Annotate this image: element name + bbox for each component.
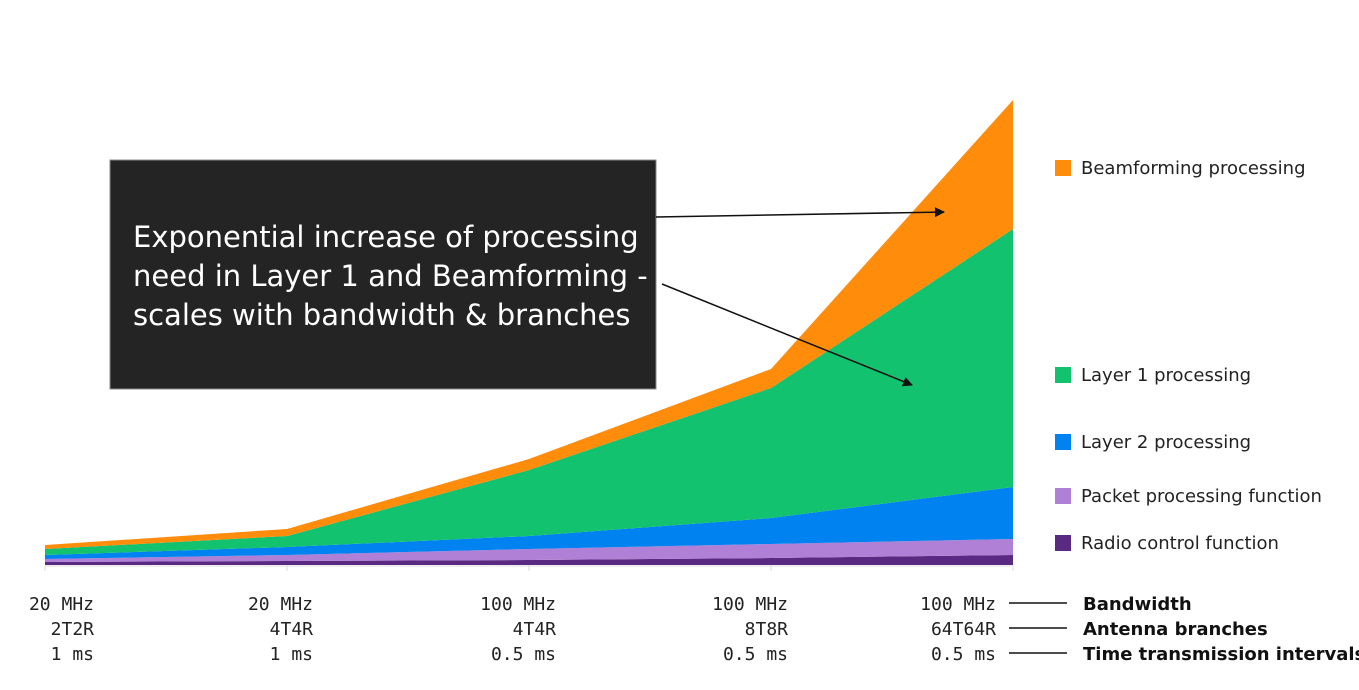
annotation-background [109,159,657,390]
category-label-antenna: 4T4R [513,619,557,640]
category-label-tti: 0.5 ms [723,644,788,665]
category-label-bandwidth: 100 MHz [480,594,556,615]
category-label-antenna: 8T8R [745,619,789,640]
x-ticks [44,565,1014,571]
category-label-bandwidth: 100 MHz [712,594,788,615]
annotation-line: scales with bandwidth & branches [133,298,631,332]
category-label-bandwidth: 20 MHz [248,594,313,615]
category-label-tti: 0.5 ms [931,644,996,665]
arrow-to-beamforming [655,207,945,218]
area-packet-processing-function [45,539,1013,562]
legend-swatch [1055,434,1071,450]
legend-swatch [1055,488,1071,504]
row-labels: Bandwidth Antenna branches Time transmissi… [1009,594,1359,665]
legend-label: Radio control function [1081,533,1279,554]
category-label-antenna: 64T64R [931,619,996,640]
legend: Radio control function Packet processing … [1055,158,1322,554]
area-layer-2-processing [45,487,1013,559]
row-label: Bandwidth [1083,594,1192,615]
annotation-line: need in Layer 1 and Beamforming - [133,259,648,293]
legend-swatch [1055,535,1071,551]
category-label-bandwidth: 20 MHz [29,594,94,615]
category-label-tti: 0.5 ms [491,644,556,665]
arrow-to-layer1 [661,283,913,387]
category-label-tti: 1 ms [270,644,313,665]
legend-label: Layer 1 processing [1081,365,1251,386]
legend-label: Beamforming processing [1081,158,1306,179]
legend-label: Layer 2 processing [1081,432,1251,453]
category-labels: 20 MHz 2T2R 1 ms 20 MHz 4T4R 1 ms 100 MHz 4T4R 0… [29,594,996,665]
area-beamforming-processing [45,100,1013,549]
area-layer-1-processing [45,229,1013,555]
legend-swatch [1055,160,1071,176]
row-label: Antenna branches [1083,619,1268,640]
area-layers [45,100,1013,565]
category-label-antenna: 4T4R [270,619,314,640]
annotation-box: Exponential increase of processing need … [109,159,657,390]
annotation-line: Exponential increase of processing [133,220,639,254]
category-label-tti: 1 ms [51,644,94,665]
legend-swatch [1055,367,1071,383]
category-label-bandwidth: 100 MHz [920,594,996,615]
category-label-antenna: 2T2R [51,619,95,640]
legend-label: Packet processing function [1081,486,1322,507]
row-label: Time transmission intervals [1083,644,1359,665]
